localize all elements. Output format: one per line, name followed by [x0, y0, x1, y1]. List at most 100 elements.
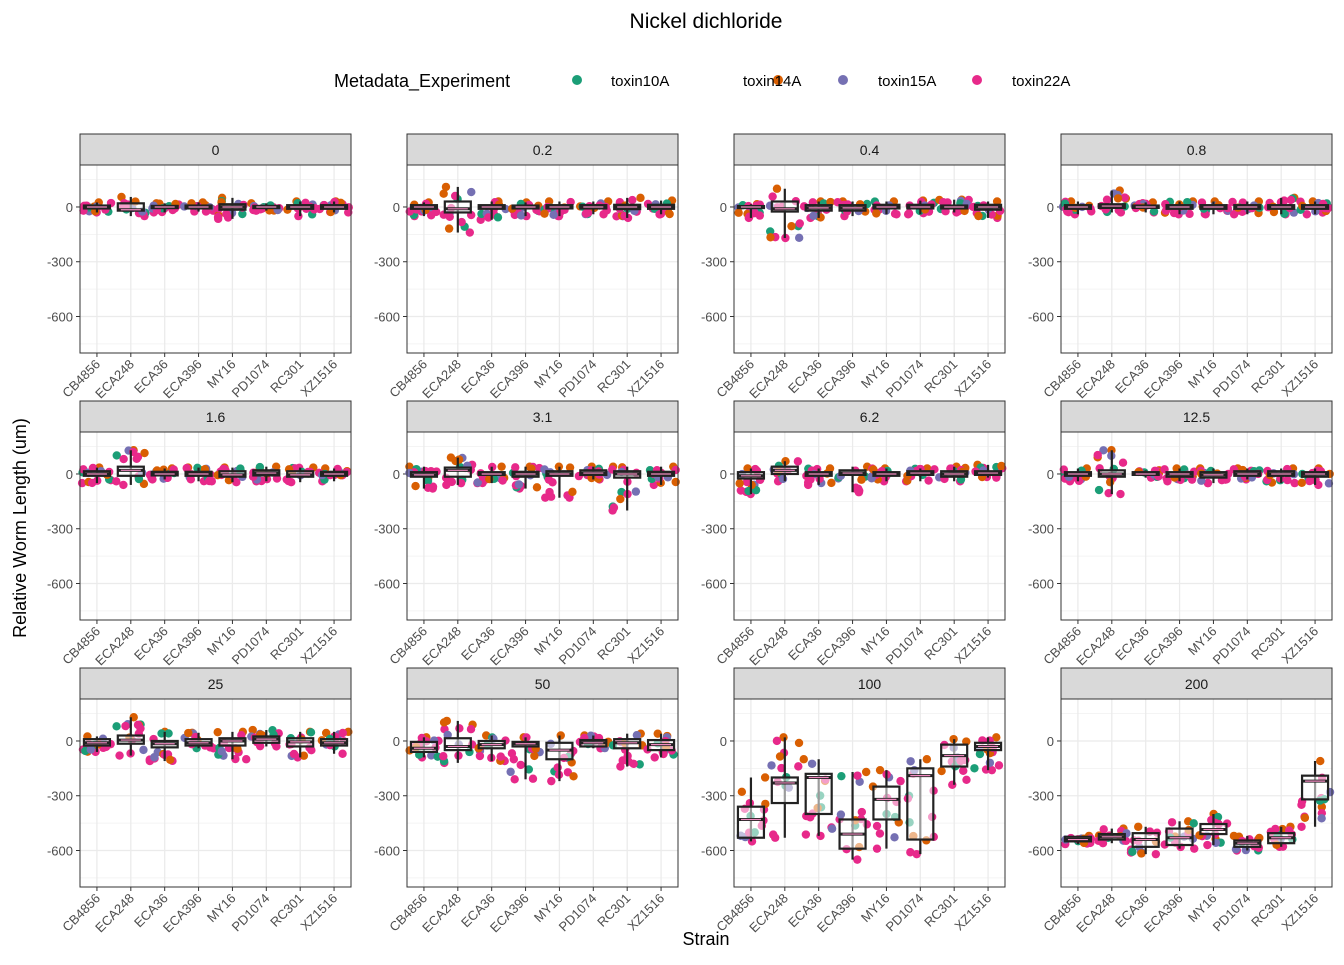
box-MY16	[1195, 809, 1232, 850]
y-tick-label: 0	[393, 734, 400, 749]
data-point	[628, 195, 637, 205]
box-ECA248	[1094, 824, 1131, 848]
data-point	[875, 765, 885, 775]
y-tick-label: 0	[1047, 467, 1054, 482]
panel-border	[79, 164, 352, 354]
box	[906, 767, 935, 841]
strip-label: 0.2	[533, 142, 553, 158]
data-point	[493, 213, 503, 222]
plot-area	[80, 432, 351, 620]
box-PD1074	[903, 755, 938, 859]
box-MY16	[1195, 464, 1233, 488]
box-RC301	[937, 734, 971, 789]
data-point	[836, 810, 846, 819]
data-point	[1093, 450, 1102, 460]
box	[1300, 774, 1330, 801]
data-point	[787, 221, 796, 231]
data-point	[1189, 819, 1198, 828]
data-point	[140, 448, 149, 458]
box-ECA36	[799, 755, 837, 841]
box-ECA248	[1093, 446, 1128, 499]
strip	[406, 667, 679, 700]
x-tick-label: XZ1516	[624, 624, 667, 667]
box-ECA248	[769, 457, 803, 486]
x-tick-label: PD1074	[556, 624, 600, 668]
legend-label-toxin15A: toxin15A	[878, 73, 936, 90]
data-point	[742, 477, 752, 487]
data-point	[734, 208, 743, 217]
data-point	[781, 457, 790, 466]
data-point	[1305, 476, 1314, 486]
strip-label: 50	[535, 676, 551, 692]
data-point	[872, 844, 882, 853]
data-point	[439, 189, 448, 198]
data-point	[548, 478, 557, 487]
data-point	[427, 751, 436, 760]
legend-label-toxin22A: toxin22A	[1012, 73, 1070, 90]
x-tick-label: XZ1516	[297, 891, 340, 934]
data-point	[799, 755, 808, 764]
data-point	[743, 464, 752, 473]
x-tick-label: PD1074	[229, 357, 273, 401]
data-point	[213, 727, 222, 737]
box-MY16	[540, 197, 575, 221]
data-point	[509, 755, 519, 764]
panel-border	[79, 698, 352, 888]
box-CB4856	[735, 464, 766, 499]
box-RC301	[935, 195, 973, 217]
x-tick-label: PD1074	[229, 624, 273, 668]
box-MY16	[545, 731, 578, 786]
x-tick-label: XZ1516	[951, 357, 994, 400]
panel-border	[406, 698, 679, 888]
data-point	[1134, 822, 1143, 831]
data-point	[618, 756, 627, 765]
data-point	[890, 833, 899, 842]
data-point	[164, 729, 173, 738]
box-ECA396	[180, 198, 218, 216]
data-point	[475, 751, 485, 761]
strip-label: 1.6	[206, 409, 226, 425]
strip-label: 25	[208, 676, 224, 692]
data-point	[86, 745, 95, 754]
data-point	[1283, 475, 1292, 485]
box-MY16	[213, 193, 248, 224]
box-CB4856	[79, 198, 116, 217]
strip-label: 100	[858, 676, 882, 692]
box-XZ1516	[1297, 756, 1335, 831]
box-ECA36	[474, 731, 510, 766]
data-point	[1102, 195, 1112, 204]
y-tick-label: 0	[1047, 200, 1054, 215]
box-ECA396	[835, 767, 872, 864]
data-point	[117, 192, 126, 202]
box-XZ1516	[643, 729, 678, 762]
plot-area	[1061, 432, 1332, 620]
data-point	[496, 752, 505, 761]
data-point	[794, 233, 804, 243]
data-point	[1316, 756, 1325, 766]
data-point	[423, 476, 433, 486]
box-ECA248	[767, 733, 804, 842]
x-tick-label: PD1074	[883, 357, 927, 401]
data-point	[411, 481, 420, 491]
box-ECA248	[439, 716, 477, 768]
legend-swatch-toxin14A	[773, 75, 783, 85]
data-point	[457, 217, 466, 227]
data-point	[87, 478, 97, 488]
x-tick-label: PD1074	[556, 357, 600, 401]
legend-title: Metadata_Experiment	[334, 71, 510, 92]
data-point	[1113, 194, 1123, 203]
data-point	[497, 462, 506, 471]
data-point	[1105, 477, 1115, 487]
box-ECA248	[1097, 186, 1131, 217]
data-point	[794, 738, 804, 748]
data-point	[653, 729, 662, 738]
data-point	[1290, 478, 1299, 488]
data-point	[112, 451, 121, 460]
x-tick-label: PD1074	[883, 624, 927, 668]
data-point	[530, 751, 539, 761]
data-point	[809, 211, 818, 220]
y-tick-label: -600	[701, 309, 727, 324]
x-tick-label: XZ1516	[297, 624, 340, 667]
x-tick-label: XZ1516	[297, 357, 340, 400]
box-RC301	[1264, 193, 1299, 219]
